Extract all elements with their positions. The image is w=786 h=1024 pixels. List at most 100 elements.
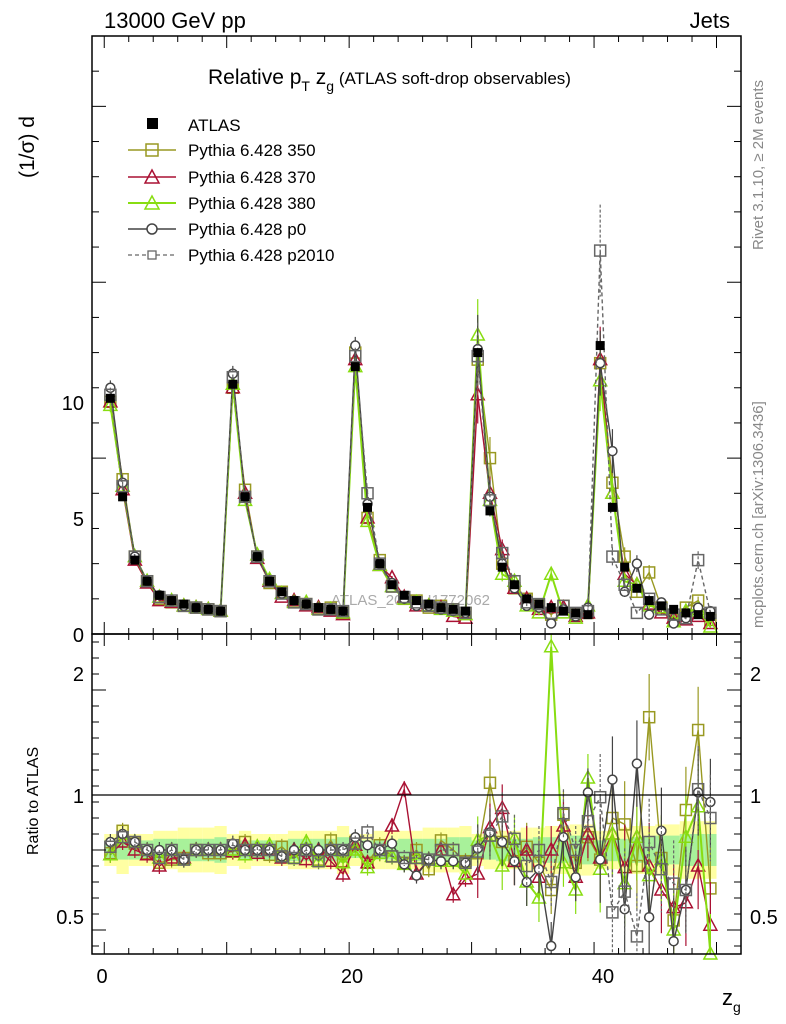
- data-point-ratio-pythia-6-428-p2010: [459, 856, 472, 870]
- legend-label-atlas: ATLAS: [188, 116, 241, 135]
- data-point-top-atlas: [705, 611, 715, 621]
- data-point-top-pythia-6-428-p2010: [483, 494, 497, 507]
- x-tick-label-40: 40: [592, 966, 614, 988]
- data-point-ratio-pythia-6-428-370: [469, 865, 486, 880]
- data-point-top-atlas: [203, 604, 213, 614]
- data-point-top-atlas: [448, 604, 458, 614]
- data-point-ratio-pythia-6-428-p0: [594, 854, 606, 865]
- data-point-top-atlas: [571, 608, 581, 618]
- data-point-ratio-pythia-6-428-p2010: [361, 826, 374, 839]
- data-point-ratio-pythia-6-428-p2010: [704, 811, 717, 825]
- data-point-ratio-pythia-6-428-370: [151, 857, 168, 872]
- data-point-top-atlas: [289, 596, 299, 606]
- data-point-top-atlas: [191, 603, 201, 613]
- data-point-ratio-pythia-6-428-370: [543, 841, 559, 856]
- series-top-atlas: [105, 341, 715, 621]
- data-point-ratio-pythia-6-428-380: [702, 945, 719, 960]
- header-energy-label: 13000 GeV pp: [104, 8, 246, 33]
- data-point-top-pythia-6-428-370: [457, 609, 474, 624]
- data-point-top-atlas: [497, 562, 507, 572]
- data-point-ratio-pythia-6-428-350: [642, 710, 656, 724]
- axis-ticks: [92, 35, 741, 954]
- data-point-top-atlas: [424, 599, 434, 609]
- data-point-top-atlas: [681, 608, 691, 618]
- data-point-ratio-pythia-6-428-p2010: [202, 843, 215, 857]
- data-point-top-pythia-6-428-p0: [545, 618, 557, 629]
- data-point-top-pythia-6-428-p2010: [361, 487, 374, 500]
- data-point-top-pythia-6-428-p2010: [300, 597, 313, 611]
- data-point-ratio-pythia-6-428-380: [543, 638, 559, 653]
- data-point-top-atlas: [375, 559, 385, 569]
- legend-entry-p0: Pythia 6.428 p0: [128, 220, 306, 239]
- data-point-top-pythia-6-428-p2010: [263, 574, 276, 588]
- data-point-top-pythia-6-428-p2010: [336, 604, 350, 618]
- data-point-ratio-pythia-6-428-350: [483, 776, 497, 790]
- y-tick-label-0: 0: [73, 625, 84, 647]
- data-point-ratio-pythia-6-428-p2010: [189, 843, 203, 857]
- y-axis-label-top: (1/σ) d: [16, 116, 39, 178]
- data-point-ratio-pythia-6-428-p2010: [532, 843, 546, 857]
- data-point-ratio-pythia-6-428-380: [604, 825, 621, 840]
- ratio-tick-label-2-right: 2: [750, 664, 761, 686]
- data-point-ratio-pythia-6-428-p2010: [630, 930, 644, 943]
- data-point-ratio-pythia-6-428-p2010: [128, 835, 142, 849]
- data-point-top-pythia-6-428-p2010: [202, 603, 215, 616]
- rivet-version-label: Rivet 3.1.10, ≥ 2M events: [750, 80, 767, 250]
- data-point-ratio-pythia-6-428-350: [691, 723, 705, 737]
- data-point-top-atlas: [154, 590, 164, 600]
- legend-label-370: Pythia 6.428 370: [188, 168, 316, 187]
- data-point-top-atlas: [387, 580, 397, 590]
- data-point-ratio-pythia-6-428-p2010: [483, 829, 497, 842]
- data-point-top-pythia-6-428-380: [702, 618, 719, 633]
- legend-marker-atlas: [147, 118, 158, 129]
- data-point-top-atlas: [228, 379, 238, 389]
- data-point-ratio-pythia-6-428-p0: [545, 940, 557, 952]
- series-ratio-pythia-6-428-p2010: [104, 746, 717, 954]
- data-point-top-pythia-6-428-p2010: [593, 244, 607, 257]
- series-top-pythia-6-428-380: [102, 299, 719, 633]
- data-point-top-pythia-6-428-p2010: [691, 553, 705, 567]
- series-line-top-pythia-6-428-370: [109, 359, 711, 625]
- data-point-ratio-pythia-6-428-380: [335, 854, 351, 869]
- data-point-ratio-pythia-6-428-p2010: [508, 832, 521, 846]
- data-point-top-atlas: [632, 583, 642, 593]
- data-point-top-pythia-6-428-p2010: [373, 557, 387, 570]
- data-point-ratio-pythia-6-428-380: [678, 828, 694, 843]
- y-tick-label-10: 10: [62, 393, 84, 415]
- data-point-ratio-pythia-6-428-p2010: [642, 835, 656, 849]
- data-point-ratio-pythia-6-428-p0: [411, 870, 422, 881]
- data-point-ratio-pythia-6-428-p2010: [336, 843, 350, 857]
- x-axis-label: zg: [722, 985, 741, 1015]
- data-point-top-pythia-6-428-p2010: [349, 349, 362, 363]
- data-point-top-atlas: [644, 596, 654, 606]
- data-point-ratio-pythia-6-428-p2010: [300, 843, 313, 857]
- data-point-top-atlas: [436, 603, 446, 613]
- data-point-top-pythia-6-428-p2010: [238, 490, 252, 504]
- ratio-tick-label-0-5-right: 0.5: [750, 907, 778, 929]
- data-point-top-pythia-6-428-p2010: [618, 578, 631, 592]
- mcplots-label: mcplots.cern.ch [arXiv:1306.3436]: [750, 401, 767, 628]
- data-point-ratio-pythia-6-428-p2010: [544, 875, 558, 889]
- data-point-ratio-pythia-6-428-p2010: [226, 838, 240, 852]
- data-point-ratio-pythia-6-428-370: [457, 870, 474, 885]
- data-point-ratio-pythia-6-428-380: [531, 889, 547, 904]
- data-point-top-pythia-6-428-350: [618, 550, 631, 563]
- data-point-ratio-pythia-6-428-p2010: [349, 837, 362, 850]
- data-point-ratio-pythia-6-428-p0: [643, 911, 655, 923]
- data-point-ratio-pythia-6-428-p2010: [606, 906, 619, 919]
- data-point-ratio-pythia-6-428-p2010: [104, 840, 117, 854]
- data-point-top-atlas: [326, 604, 336, 614]
- data-point-top-pythia-6-428-p2010: [324, 603, 338, 616]
- data-point-top-atlas: [118, 492, 128, 502]
- data-point-top-pythia-6-428-p2010: [495, 546, 509, 560]
- data-point-ratio-pythia-6-428-370: [127, 841, 143, 856]
- legend-label-350: Pythia 6.428 350: [188, 141, 316, 160]
- y-tick-label-5: 5: [73, 509, 84, 531]
- legend-marker-p0: [146, 223, 158, 235]
- ratio-band-inner: [667, 835, 680, 865]
- data-point-ratio-pythia-6-428-380: [225, 841, 241, 856]
- data-point-ratio-pythia-6-428-p2010: [287, 851, 301, 865]
- data-point-ratio-pythia-6-428-p2010: [385, 850, 399, 863]
- data-point-top-atlas: [265, 576, 275, 586]
- data-point-ratio-pythia-6-428-p2010: [495, 810, 509, 823]
